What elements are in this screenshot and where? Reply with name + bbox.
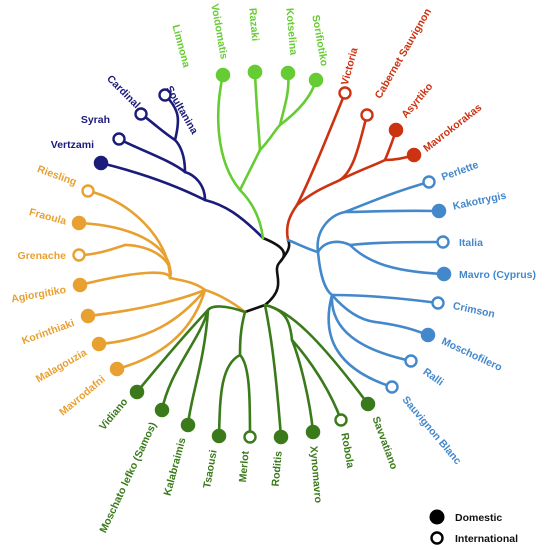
leaf-label-mavro-cyprus: Mavro (Cyprus) — [459, 269, 536, 281]
leaf-label-grenache: Grenache — [18, 250, 67, 262]
leaf-label-sorifiotiko: Sorifiotiko — [309, 14, 330, 67]
leaf-node-sauvignon-blanc — [385, 380, 399, 394]
leaf-node-kakotrygis — [431, 203, 447, 219]
leaf-label-xynomavro: Xynomavro — [307, 445, 324, 503]
leaf-label-malagouzia: Malagouzia — [34, 347, 89, 386]
leaf-node-kotselina — [280, 65, 296, 81]
leaf-label-merlot: Merlot — [237, 450, 252, 483]
legend-domestic-label: Domestic — [455, 512, 502, 524]
leaf-node-perlette — [422, 175, 436, 189]
leaf-node-agiorgitiko — [72, 277, 88, 293]
leaf-label-razaki: Razaki — [246, 7, 261, 41]
leaf-node-sorifiotiko — [308, 72, 324, 88]
leaf-node-robola — [334, 413, 348, 427]
leaf-label-fraoula: Fraoula — [28, 206, 68, 227]
leaf-label-perlette: Perlette — [440, 159, 480, 184]
leaf-label-voidomatis: Voidomatis — [208, 3, 230, 60]
legend-international-marker — [430, 531, 444, 545]
leaf-label-cardinal: Cardinal — [104, 73, 142, 111]
leaf-node-ralli — [404, 354, 418, 368]
leaf-label-agiorgitiko: Agiorgitiko — [10, 284, 67, 305]
leaf-label-savvatiano: Savvatiano — [370, 415, 400, 471]
leaf-node-kalabraimis — [180, 417, 196, 433]
leaf-node-asyrtiko — [388, 122, 404, 138]
leaf-node-vertzami — [93, 155, 109, 171]
leaf-node-mavrokorakas — [406, 147, 422, 163]
leaf-label-vidiano: Vidiano — [97, 396, 130, 433]
leaf-node-riesling — [81, 184, 95, 198]
leaf-label-robola: Robola — [338, 432, 356, 469]
leaf-node-soultanina — [158, 88, 172, 102]
leaf-nodes — [71, 64, 452, 445]
leaf-label-roditis: Roditis — [270, 450, 285, 487]
leaf-label-asyrtiko: Asyrtiko — [399, 81, 435, 121]
leaf-label-victoria: Victoria — [339, 46, 361, 86]
leaf-label-limnona: Limnona — [169, 23, 192, 69]
leaf-node-limnona — [215, 67, 231, 83]
leaf-node-fraoula — [71, 215, 87, 231]
leaf-node-moschato-lefko-samos — [154, 402, 170, 418]
leaf-label-sauvignon-blanc: Sauvignon Blanc — [400, 394, 464, 467]
legend-domestic-marker — [429, 509, 445, 525]
leaf-node-merlot — [243, 430, 257, 444]
leaf-node-grenache — [72, 248, 86, 262]
leaf-node-cabernet-sauvignon — [360, 108, 374, 122]
leaf-node-tsaousi — [211, 428, 227, 444]
leaf-label-mavrodafni: Mavrodafni — [57, 373, 108, 418]
leaf-label-kakotrygis: Kakotrygis — [452, 190, 508, 213]
leaf-label-korinthiaki: Korinthiaki — [20, 317, 76, 347]
red-clade-branches — [285, 91, 416, 242]
legend-international-label: International — [455, 533, 518, 545]
leaf-label-ralli: Ralli — [421, 366, 446, 389]
leaf-label-mavrokorakas: Mavrokorakas — [421, 102, 484, 155]
leaf-label-syrah: Syrah — [81, 114, 110, 126]
leaf-label-tsaousi: Tsaousi — [201, 449, 220, 489]
darkgreen-clade-branches — [135, 303, 370, 439]
leaf-node-victoria — [338, 86, 352, 100]
leaf-node-korinthiaki — [80, 308, 96, 324]
leaf-node-malagouzia — [91, 336, 107, 352]
leaf-label-italia: Italia — [459, 237, 483, 249]
leaf-labels: Soultanina Cardinal Syrah Vertzami Limnona Vo… — [10, 3, 536, 535]
leaf-label-moschato-lefko-samos: Moschato lefko (Samos) — [97, 420, 159, 535]
leaf-node-xynomavro — [305, 424, 321, 440]
leaf-node-crimson — [431, 296, 445, 310]
leaf-label-crimson: Crimson — [452, 300, 496, 321]
leaf-node-mavro-cyprus — [436, 266, 452, 282]
leaf-label-soultanina: Soultanina — [163, 84, 200, 137]
leaf-node-roditis — [273, 429, 289, 445]
leaf-node-syrah — [112, 132, 126, 146]
leaf-node-razaki — [247, 64, 263, 80]
leaf-node-mavrodafni — [109, 361, 125, 377]
lightgreen-clade-branches — [216, 70, 318, 240]
leaf-label-moschofilero: Moschofilero — [440, 335, 504, 373]
leaf-node-savvatiano — [360, 396, 376, 412]
orange-clade-branches — [77, 189, 247, 371]
trunk-branch — [243, 236, 291, 314]
legend: Domestic International — [429, 509, 518, 545]
leaf-node-italia — [436, 235, 450, 249]
leaf-label-riesling: Riesling — [36, 163, 78, 188]
leaf-label-kotselina: Kotselina — [283, 7, 299, 55]
leaf-label-kalabraimis: Kalabraimis — [162, 436, 189, 497]
leaf-node-vidiano — [129, 384, 145, 400]
leaf-label-vertzami: Vertzami — [51, 139, 94, 151]
leaf-node-moschofilero — [420, 327, 436, 343]
leaf-node-cardinal — [134, 107, 148, 121]
blue-clade-branches — [286, 180, 446, 389]
